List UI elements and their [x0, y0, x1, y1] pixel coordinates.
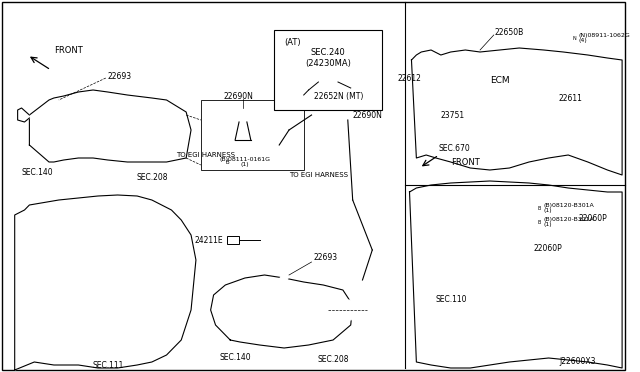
Text: TO EGI HARNESS: TO EGI HARNESS — [289, 172, 348, 178]
Ellipse shape — [238, 114, 248, 122]
Text: B: B — [537, 219, 541, 224]
Text: 22650B: 22650B — [495, 28, 524, 36]
Text: (AT): (AT) — [284, 38, 301, 46]
Bar — [275, 30, 382, 110]
Text: 22652N (MT): 22652N (MT) — [314, 92, 363, 100]
Text: FRONT: FRONT — [54, 45, 83, 55]
Circle shape — [535, 218, 543, 226]
Text: TO EGI HARNESS: TO EGI HARNESS — [176, 152, 236, 158]
Text: SEC.670: SEC.670 — [439, 144, 470, 153]
Circle shape — [535, 204, 543, 212]
Ellipse shape — [278, 146, 290, 154]
Text: 22611: 22611 — [559, 93, 582, 103]
Text: 22612: 22612 — [397, 74, 421, 83]
Ellipse shape — [61, 121, 106, 139]
Bar — [201, 100, 304, 170]
Text: SEC.208: SEC.208 — [317, 356, 349, 365]
Text: B: B — [537, 205, 541, 211]
Text: 22060P: 22060P — [578, 214, 607, 222]
Text: 22060P: 22060P — [534, 244, 563, 253]
Text: 23751: 23751 — [440, 110, 465, 119]
Text: FRONT: FRONT — [451, 157, 479, 167]
Polygon shape — [412, 48, 622, 175]
Text: 22693: 22693 — [314, 253, 338, 263]
Ellipse shape — [137, 121, 166, 135]
Polygon shape — [211, 275, 353, 348]
Text: (N)08911-1062G
(4): (N)08911-1062G (4) — [578, 33, 630, 44]
Polygon shape — [29, 90, 191, 162]
Bar — [227, 236, 239, 244]
Text: SEC.208: SEC.208 — [136, 173, 168, 182]
Circle shape — [223, 158, 231, 166]
Ellipse shape — [328, 300, 367, 320]
Text: N: N — [572, 35, 576, 41]
Text: SEC.111: SEC.111 — [92, 360, 124, 369]
Polygon shape — [410, 181, 622, 368]
Text: (B)08111-0161G
(1): (B)08111-0161G (1) — [220, 157, 271, 167]
Text: (B)08120-B301A
(1): (B)08120-B301A (1) — [544, 217, 595, 227]
Text: 24211E: 24211E — [195, 235, 223, 244]
Bar — [470, 55, 529, 105]
Polygon shape — [15, 195, 196, 370]
Text: ECM: ECM — [490, 76, 509, 84]
Text: SEC.110: SEC.110 — [436, 295, 467, 305]
Text: SEC.140: SEC.140 — [220, 353, 251, 362]
Polygon shape — [18, 108, 29, 122]
Text: J22600X3: J22600X3 — [559, 357, 596, 366]
Text: (B)08120-B301A
(1): (B)08120-B301A (1) — [544, 203, 595, 214]
Circle shape — [474, 48, 482, 56]
Text: B: B — [225, 160, 229, 164]
Text: SEC.240
(24230MA): SEC.240 (24230MA) — [305, 48, 351, 68]
Circle shape — [570, 34, 578, 42]
Text: SEC.140: SEC.140 — [21, 167, 53, 176]
Text: 22690N: 22690N — [223, 92, 253, 100]
Text: 22690N: 22690N — [353, 110, 383, 119]
Ellipse shape — [280, 276, 288, 280]
Text: 22693: 22693 — [108, 71, 132, 80]
Bar — [431, 85, 465, 107]
